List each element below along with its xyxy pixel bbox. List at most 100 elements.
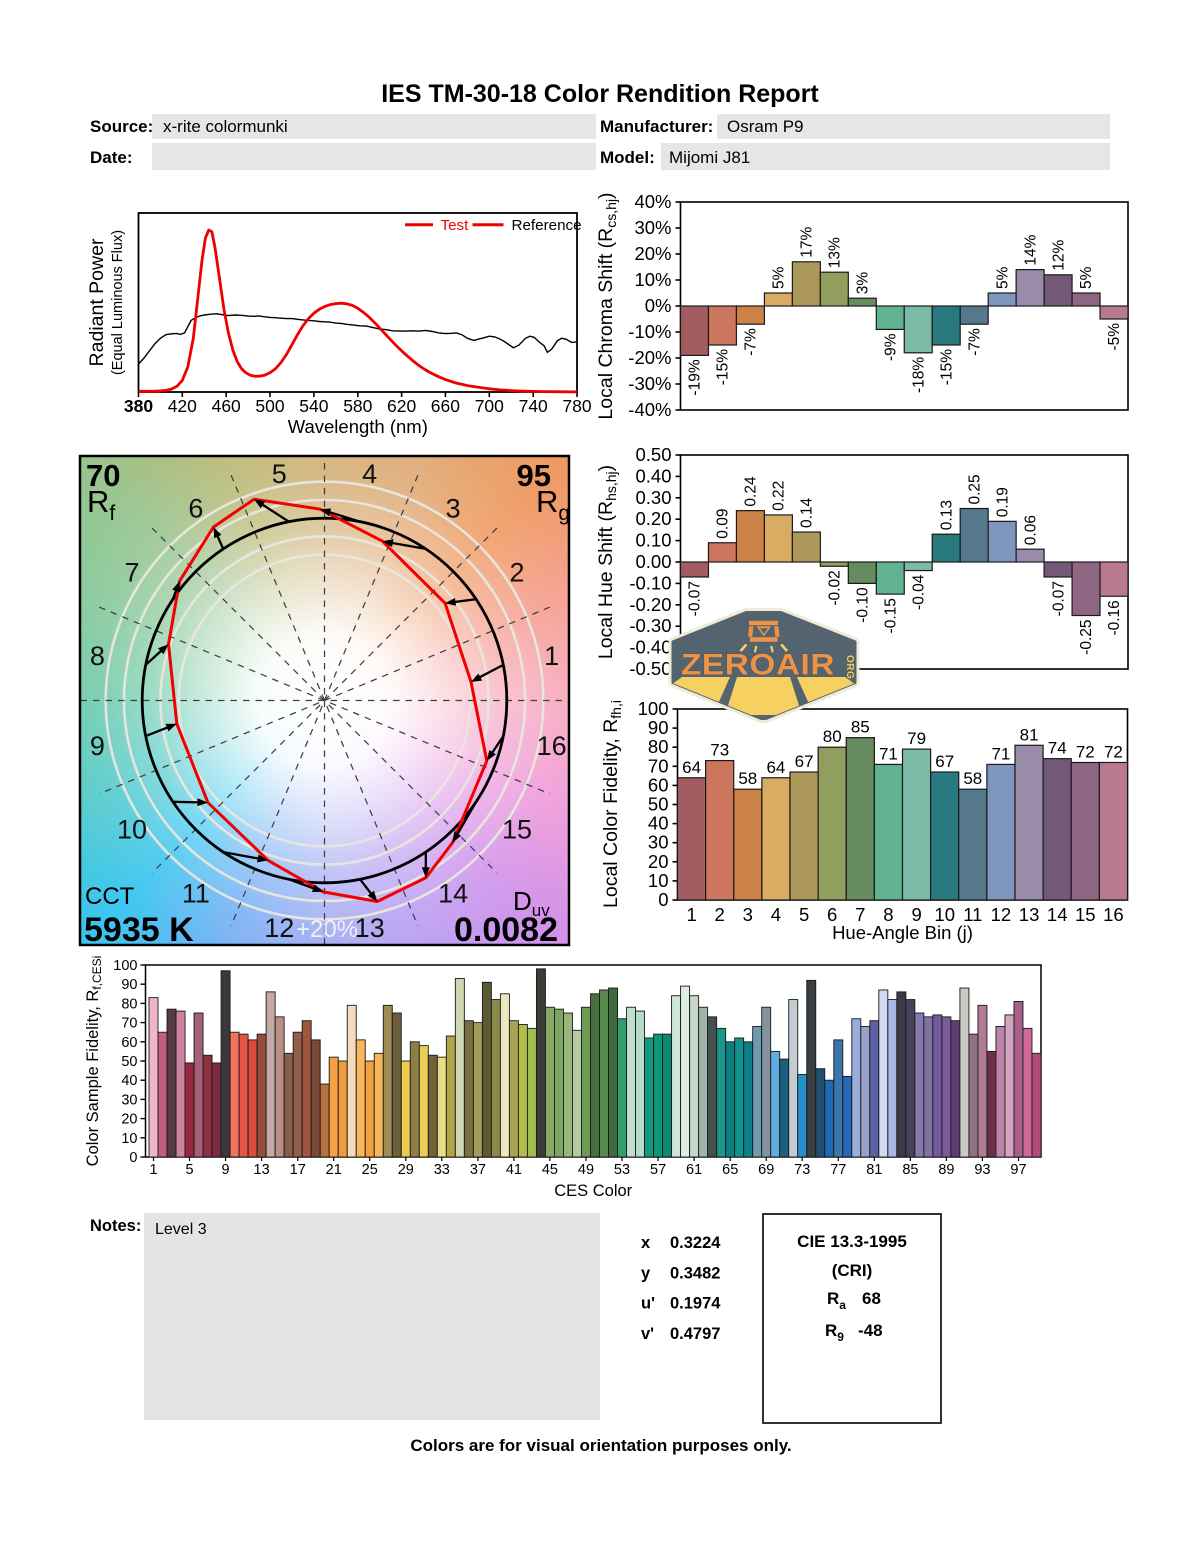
svg-text:41: 41: [506, 1162, 522, 1178]
svg-text:70: 70: [648, 755, 669, 776]
svg-text:-0.07: -0.07: [687, 581, 704, 616]
svg-text:5: 5: [799, 904, 809, 925]
svg-text:-7%: -7%: [743, 328, 760, 356]
svg-text:5: 5: [272, 459, 287, 489]
svg-text:0: 0: [129, 1150, 137, 1166]
svg-text:-0.10: -0.10: [629, 572, 671, 593]
svg-text:77: 77: [830, 1162, 846, 1178]
svg-text:40: 40: [648, 813, 669, 834]
svg-text:3: 3: [743, 904, 753, 925]
svg-text:0.30: 0.30: [635, 487, 671, 508]
svg-text:17%: 17%: [799, 227, 816, 258]
svg-text:9: 9: [222, 1162, 230, 1178]
svg-text:0%: 0%: [645, 295, 672, 316]
svg-text:Colors are for visual orientat: Colors are for visual orientation purpos…: [410, 1436, 791, 1455]
svg-text:89: 89: [938, 1162, 954, 1178]
svg-text:-40%: -40%: [628, 399, 671, 420]
svg-text:1: 1: [149, 1162, 157, 1178]
svg-text:16: 16: [537, 731, 567, 761]
svg-text:10: 10: [117, 815, 147, 845]
svg-text:-15%: -15%: [938, 349, 955, 385]
svg-text:20: 20: [648, 851, 669, 872]
svg-text:81: 81: [866, 1162, 882, 1178]
svg-text:5%: 5%: [771, 266, 788, 289]
svg-text:(Equal Luminous Flux): (Equal Luminous Flux): [110, 230, 126, 375]
svg-text:ORG: ORG: [844, 655, 855, 679]
svg-text:9: 9: [90, 731, 105, 761]
svg-text:460: 460: [212, 396, 241, 416]
svg-text:80: 80: [823, 727, 842, 746]
svg-text:0.40: 0.40: [635, 465, 671, 486]
svg-text:40%: 40%: [634, 191, 671, 212]
svg-text:13%: 13%: [827, 237, 844, 268]
svg-text:-30%: -30%: [628, 373, 671, 394]
svg-text:-15%: -15%: [715, 349, 732, 385]
svg-text:Test: Test: [441, 217, 470, 234]
svg-text:85: 85: [851, 718, 870, 737]
svg-text:540: 540: [299, 396, 328, 416]
svg-text:95: 95: [517, 458, 551, 493]
svg-text:16: 16: [1103, 904, 1124, 925]
svg-text:-10%: -10%: [628, 321, 671, 342]
svg-text:6: 6: [188, 494, 203, 524]
svg-text:81: 81: [1020, 725, 1039, 744]
svg-text:-7%: -7%: [966, 328, 983, 356]
svg-text:Osram P9: Osram P9: [727, 117, 804, 136]
svg-text:0.14: 0.14: [799, 497, 816, 528]
svg-text:13: 13: [355, 913, 385, 943]
svg-text:Local Color Fidelity, Rfh,i: Local Color Fidelity, Rfh,i: [600, 700, 624, 908]
svg-text:500: 500: [255, 396, 284, 416]
svg-text:67: 67: [795, 752, 814, 771]
svg-text:7: 7: [855, 904, 865, 925]
svg-text:-0.50: -0.50: [629, 658, 671, 679]
svg-text:57: 57: [650, 1162, 666, 1178]
svg-text:CCT: CCT: [85, 883, 135, 910]
svg-text:15: 15: [1075, 904, 1096, 925]
svg-text:2: 2: [715, 904, 725, 925]
svg-text:13: 13: [1019, 904, 1040, 925]
svg-text:10%: 10%: [634, 269, 671, 290]
svg-text:0.10: 0.10: [635, 530, 671, 551]
svg-text:0.4797: 0.4797: [670, 1325, 720, 1343]
svg-text:70: 70: [86, 458, 120, 493]
svg-text:80: 80: [648, 736, 669, 757]
svg-text:29: 29: [398, 1162, 414, 1178]
svg-text:71: 71: [879, 744, 898, 763]
svg-text:-0.25: -0.25: [1078, 620, 1095, 655]
svg-text:9: 9: [911, 904, 921, 925]
svg-text:2: 2: [509, 557, 524, 587]
svg-text:v': v': [641, 1325, 654, 1343]
svg-text:12: 12: [991, 904, 1012, 925]
svg-text:Date:: Date:: [90, 148, 133, 167]
svg-text:0.50: 0.50: [635, 444, 671, 465]
svg-text:90: 90: [121, 977, 137, 993]
svg-text:-0.20: -0.20: [629, 594, 671, 615]
svg-text:20: 20: [121, 1112, 137, 1128]
svg-text:420: 420: [168, 396, 197, 416]
svg-text:-20%: -20%: [628, 347, 671, 368]
svg-text:20%: 20%: [634, 243, 671, 264]
svg-text:Model:: Model:: [600, 148, 655, 167]
svg-text:80: 80: [121, 996, 137, 1012]
svg-text:Local Chroma Shift (Rcs,hj): Local Chroma Shift (Rcs,hj): [595, 192, 619, 419]
svg-text:-0.30: -0.30: [629, 615, 671, 636]
svg-text:90: 90: [648, 717, 669, 738]
svg-text:0.3224: 0.3224: [670, 1234, 721, 1252]
svg-text:64: 64: [682, 758, 701, 777]
svg-text:Rg: Rg: [536, 484, 570, 525]
svg-text:1: 1: [544, 641, 559, 671]
svg-text:74: 74: [1048, 739, 1067, 758]
svg-text:1: 1: [686, 904, 696, 925]
svg-text:10: 10: [121, 1131, 137, 1147]
svg-text:30: 30: [648, 832, 669, 853]
svg-text:68: 68: [862, 1289, 881, 1308]
svg-text:60: 60: [648, 774, 669, 795]
svg-text:8: 8: [90, 641, 105, 671]
svg-text:14: 14: [438, 879, 468, 909]
svg-text:93: 93: [974, 1162, 990, 1178]
svg-text:Reference: Reference: [512, 217, 582, 234]
svg-text:12: 12: [264, 913, 294, 943]
svg-text:+20%: +20%: [296, 916, 358, 943]
svg-text:-0.40: -0.40: [629, 637, 671, 658]
svg-text:0.22: 0.22: [771, 481, 788, 511]
